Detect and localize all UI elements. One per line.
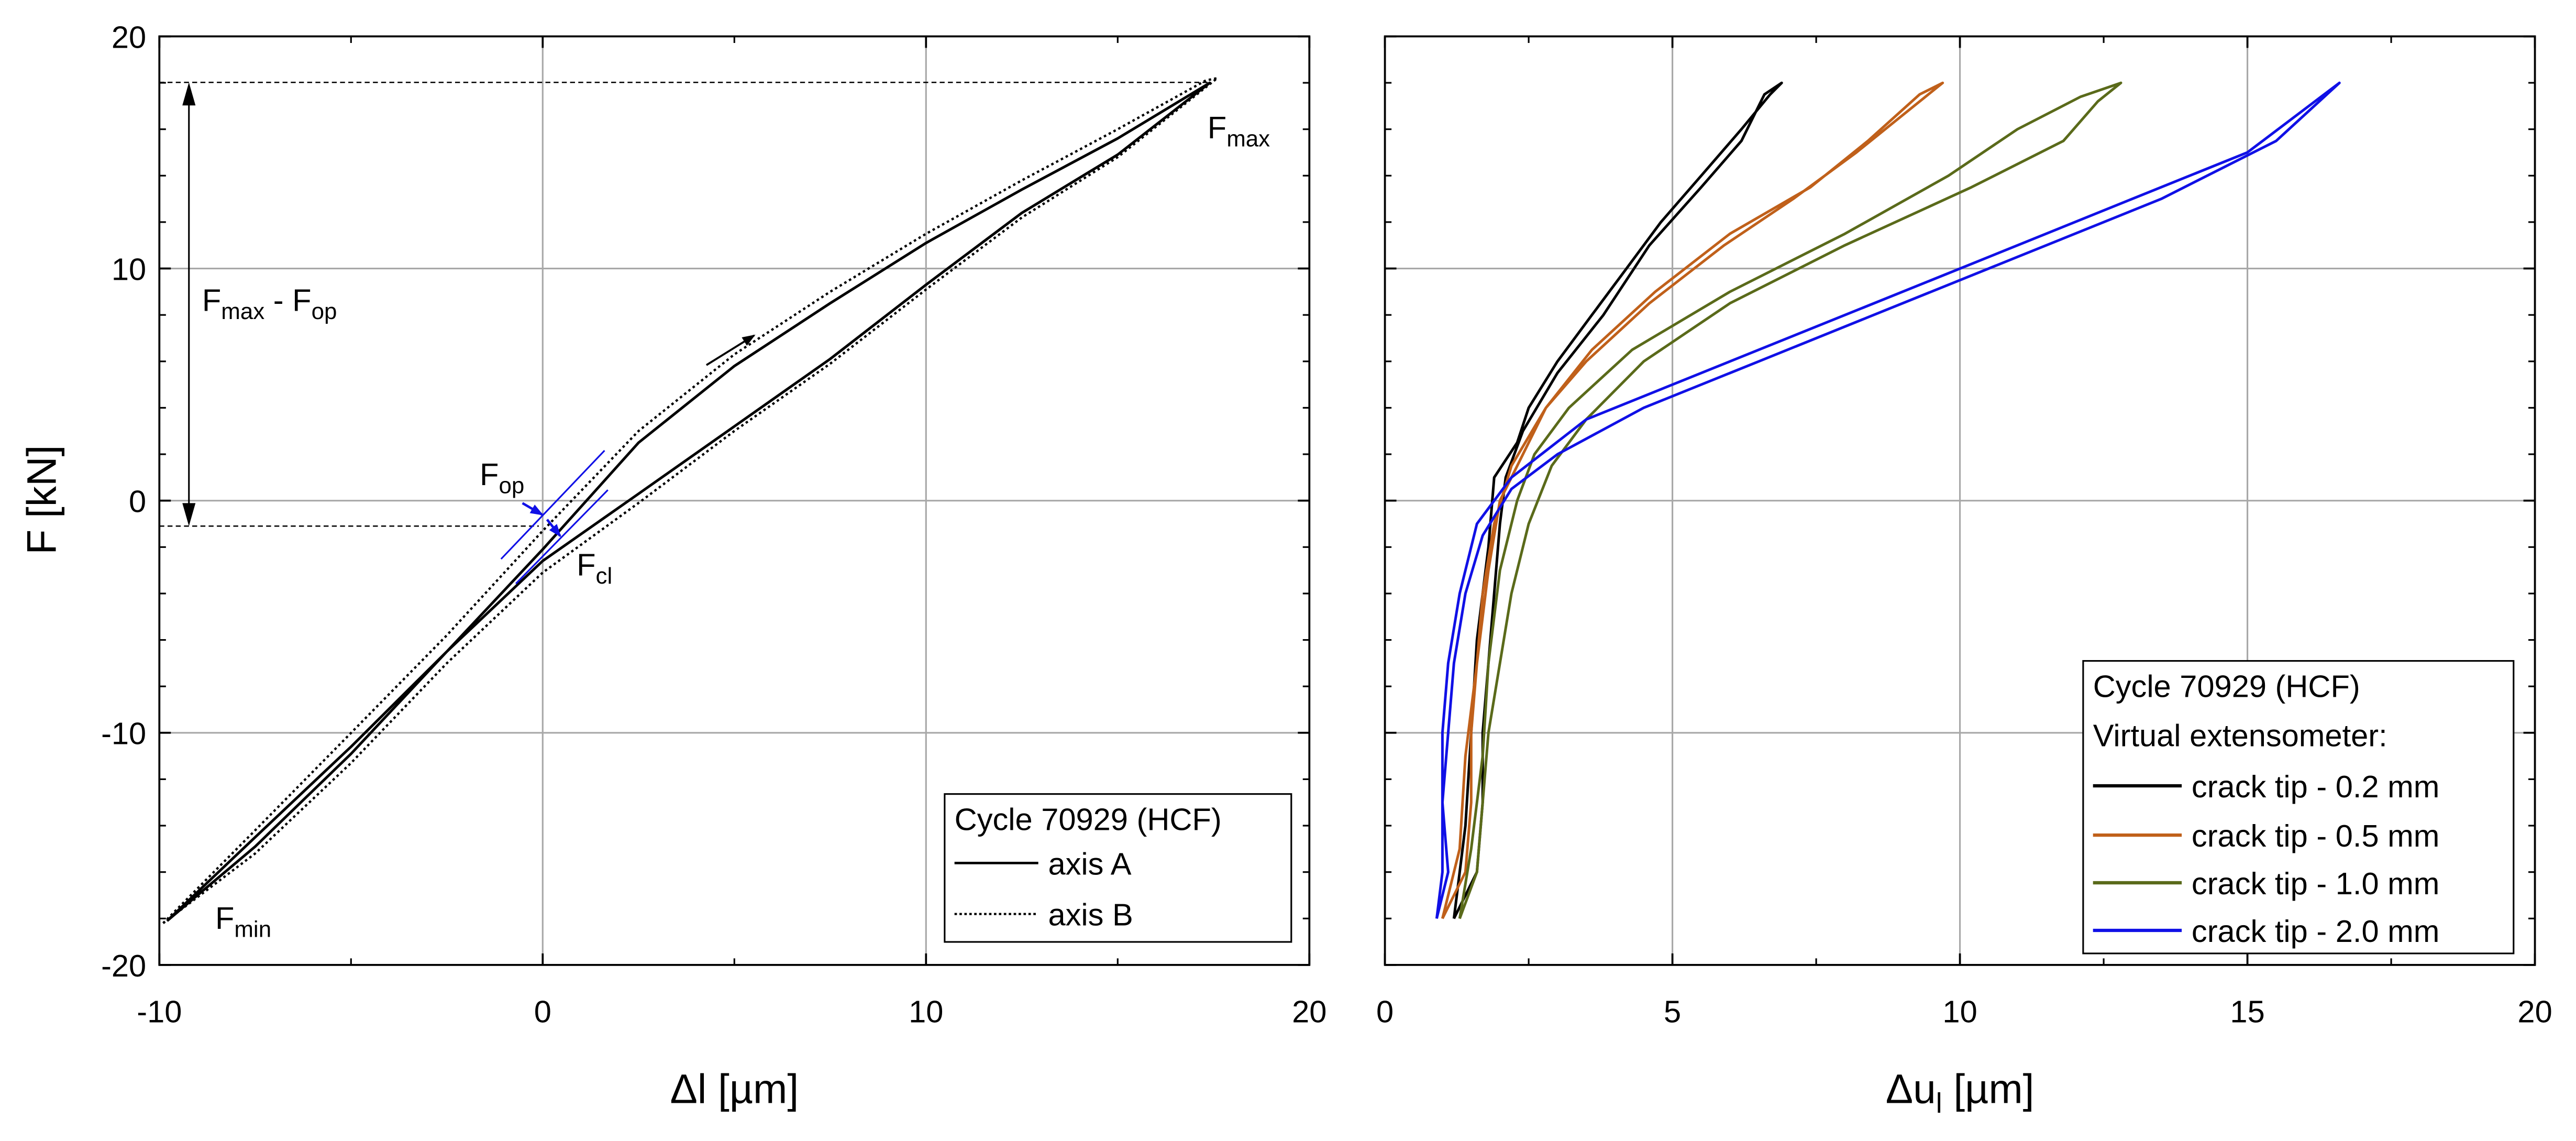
left-x-tick-label: 0	[534, 994, 551, 1029]
right-x-tick-label: 5	[1664, 994, 1681, 1029]
right-legend: Cycle 70929 (HCF) Virtual extensometer: …	[2082, 660, 2515, 955]
left-series-line-1	[166, 81, 1211, 922]
right-chart: 0 5 10 15 20 Δul [µm] Cycle 70929 (HCF) Virt…	[1376, 35, 2552, 1119]
left-series	[162, 76, 1219, 924]
right-legend-title: Cycle 70929 (HCF)	[2093, 669, 2360, 704]
right-x-tick-label: 15	[2230, 994, 2264, 1029]
fop-marker-arrow	[522, 502, 544, 516]
label-fmin: Fmin	[215, 901, 271, 942]
left-ticks: -10 0 10 20 -20 -10 0 10 20	[101, 19, 1326, 1029]
left-legend: Cycle 70929 (HCF) axis A axis B	[944, 793, 1292, 943]
left-x-tick-label: 20	[1292, 994, 1326, 1029]
label-fop: Fop	[480, 457, 524, 499]
right-series	[1435, 81, 2341, 919]
left-y-tick-label: 20	[112, 19, 146, 54]
right-series-line-3	[1458, 81, 2122, 919]
right-series-line-4	[1435, 81, 2341, 919]
left-y-tick-label: -10	[101, 716, 146, 751]
left-y-tick-label: -20	[101, 948, 146, 983]
left-y-tick-label: 0	[129, 484, 146, 519]
fop-tangent-line	[500, 449, 605, 560]
right-series-line-1	[1452, 81, 1783, 919]
right-legend-box	[2082, 660, 2515, 955]
left-legend-label-axis-a: axis A	[1048, 846, 1131, 881]
left-legend-label-axis-b: axis B	[1048, 897, 1133, 932]
right-legend-label-0-2mm: crack tip - 0.2 mm	[2192, 769, 2440, 804]
right-x-tick-label: 20	[2517, 994, 2552, 1029]
right-x-tick-label: 10	[1942, 994, 1977, 1029]
left-plot-frame	[158, 35, 1311, 966]
right-x-axis-label: Δul [µm]	[1886, 1066, 2035, 1119]
left-y-tick-label: 10	[112, 252, 146, 287]
left-x-tick-label: 10	[909, 994, 943, 1029]
fcl-tangent-line	[515, 489, 609, 585]
right-legend-label-0-5mm: crack tip - 0.5 mm	[2192, 818, 2440, 853]
right-legend-label-2-0mm: crack tip - 2.0 mm	[2192, 914, 2440, 949]
left-y-axis-label: F [kN]	[19, 445, 65, 555]
label-fmax-minus-fop: Fmax - Fop	[202, 282, 337, 324]
left-x-tick-label: -10	[137, 994, 182, 1029]
label-fcl: Fcl	[577, 547, 612, 589]
fmax-fop-arrow-head-down	[182, 503, 196, 526]
left-series-line-2	[162, 76, 1219, 924]
label-fmax: Fmax	[1208, 110, 1270, 152]
right-plot-frame	[1384, 35, 2536, 966]
left-chart: -10 0 10 20 -20 -10 0 10 20 Fmax Fmin Fop Fcl Fm…	[19, 19, 1327, 1112]
loading-direction-arrow	[705, 334, 756, 366]
right-x-tick-label: 0	[1376, 994, 1394, 1029]
fcl-marker-arrow	[546, 519, 561, 537]
right-legend-label-1-0mm: crack tip - 1.0 mm	[2192, 866, 2440, 901]
left-legend-title: Cycle 70929 (HCF)	[955, 802, 1222, 837]
left-legend-box	[944, 793, 1292, 943]
right-legend-subtitle: Virtual extensometer:	[2093, 718, 2387, 753]
fmax-fop-arrow-head-up	[182, 82, 196, 106]
left-x-axis-label: Δl [µm]	[670, 1066, 799, 1112]
